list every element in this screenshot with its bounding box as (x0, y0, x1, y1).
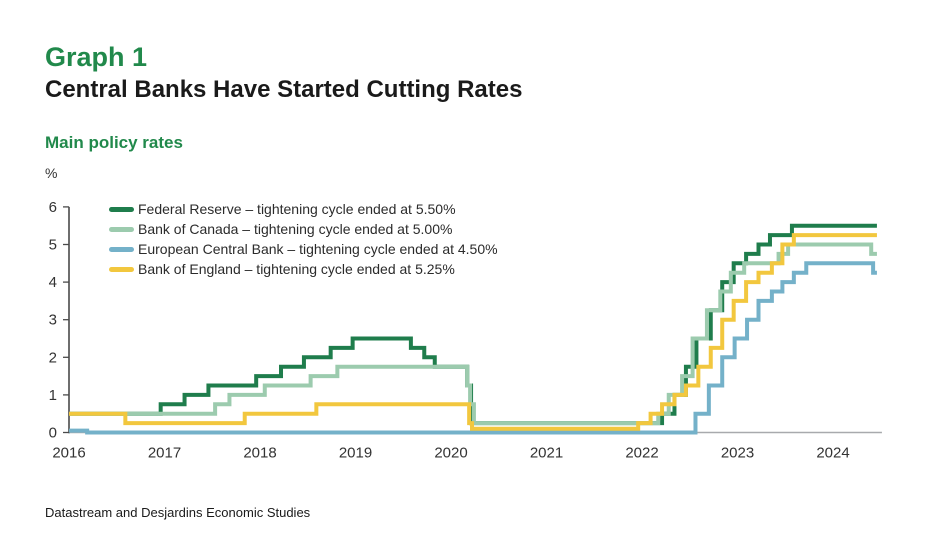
legend-label-european-central-bank: European Central Bank – tightening cycle… (138, 241, 498, 257)
y-tick-label: 0 (49, 425, 57, 442)
federal-reserve-line-swatch (109, 206, 134, 212)
bank-of-england-line-swatch (109, 266, 134, 272)
legend-item-european-central-bank: European Central Bank – tightening cycle… (109, 239, 498, 259)
y-tick-label: 1 (49, 387, 57, 404)
series-line-european-central-bank (69, 261, 877, 435)
chart-title: Central Banks Have Started Cutting Rates (45, 76, 523, 103)
x-tick-label: 2016 (52, 445, 85, 462)
x-tick-label: 2021 (530, 445, 563, 462)
y-tick-label: 3 (49, 312, 57, 329)
y-tick-label: 5 (49, 237, 57, 254)
x-tick-label: 2020 (434, 445, 467, 462)
legend-item-bank-of-england: Bank of England – tightening cycle ended… (109, 259, 498, 279)
chart-legend: Federal Reserve – tightening cycle ended… (109, 199, 498, 279)
y-tick-label: 6 (49, 199, 57, 216)
legend-label-bank-of-england: Bank of England – tightening cycle ended… (138, 261, 455, 277)
x-tick-label: 2018 (243, 445, 276, 462)
y-axis-unit-label: % (45, 165, 58, 181)
source-note: Datastream and Desjardins Economic Studi… (45, 505, 311, 520)
x-tick-label: 2017 (148, 445, 181, 462)
european-central-bank-line-swatch (109, 246, 134, 252)
y-tick-label: 2 (49, 349, 57, 366)
x-tick-label: 2024 (816, 445, 849, 462)
legend-label-bank-of-canada: Bank of Canada – tightening cycle ended … (138, 221, 453, 237)
x-tick-label: 2019 (339, 445, 372, 462)
graph-number-label: Graph 1 (45, 42, 148, 72)
y-tick-label: 4 (49, 274, 57, 291)
series-line-bank-of-england (69, 233, 877, 431)
x-tick-label: 2023 (721, 445, 754, 462)
x-tick-label: 2022 (625, 445, 658, 462)
legend-item-federal-reserve: Federal Reserve – tightening cycle ended… (109, 199, 498, 219)
bank-of-canada-line-swatch (109, 226, 134, 232)
legend-label-federal-reserve: Federal Reserve – tightening cycle ended… (138, 201, 456, 217)
legend-item-bank-of-canada: Bank of Canada – tightening cycle ended … (109, 219, 498, 239)
chart-subtitle: Main policy rates (45, 133, 183, 152)
